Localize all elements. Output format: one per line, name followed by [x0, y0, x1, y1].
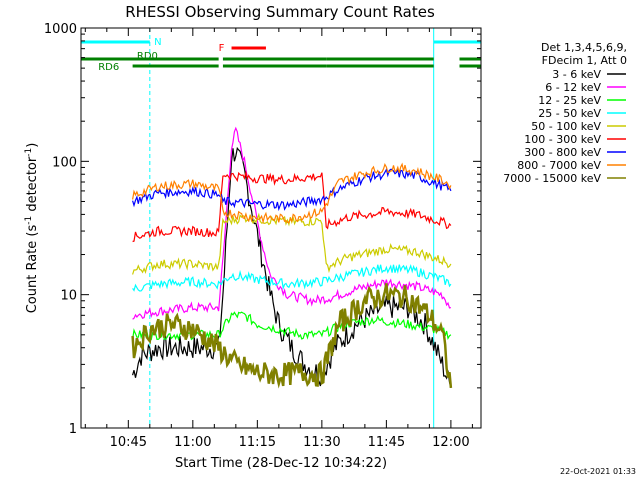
- legend-header-1: Det 1,3,4,5,6,9,: [541, 41, 627, 54]
- x-tick-label: 11:30: [303, 435, 340, 450]
- legend-label-7: 300 - 800 keV: [524, 146, 601, 159]
- y-tick-label: 10: [60, 289, 77, 304]
- y-tick-label: 100: [52, 155, 77, 170]
- plot-frame: [80, 27, 482, 429]
- legend-label-4: 25 - 50 keV: [538, 107, 601, 120]
- series-line-2: [132, 126, 452, 320]
- series-group: [131, 126, 453, 389]
- plot-area: [80, 28, 482, 428]
- y-axis: 1 10 100 1000: [44, 22, 481, 437]
- flag-f-label: F: [219, 43, 225, 54]
- series-line-1: [132, 146, 452, 389]
- legend-label-9: 7000 - 15000 keV: [503, 172, 601, 185]
- series-line-7: [132, 167, 452, 212]
- x-tick-label: 10:45: [110, 435, 147, 450]
- instrument-flags: N F RD0 RD6: [81, 37, 481, 73]
- y-tick-label: 1: [69, 422, 77, 437]
- chart-title: RHESSI Observing Summary Count Rates: [125, 3, 435, 21]
- y-tick-label: 1000: [44, 22, 77, 37]
- x-tick-label: 12:00: [432, 435, 469, 450]
- series-line-4: [132, 264, 452, 292]
- legend-label-1: 3 - 6 keV: [552, 68, 601, 81]
- flag-rd0-label: RD0: [137, 51, 158, 62]
- x-tick-label: 11:45: [368, 435, 405, 450]
- legend-label-3: 12 - 25 keV: [538, 94, 601, 107]
- x-axis: 10:45 11:00 11:15 11:30 11:45 12:00: [84, 28, 473, 450]
- legend-label-2: 6 - 12 keV: [545, 81, 601, 94]
- x-tick-label: 11:00: [174, 435, 211, 450]
- series-line-5: [132, 212, 452, 275]
- footer-timestamp: 22-Oct-2021 01:33: [560, 467, 636, 476]
- legend: Det 1,3,4,5,6,9, FDecim 1, Att 0 3 - 6 k…: [503, 41, 627, 185]
- legend-label-5: 50 - 100 keV: [531, 120, 601, 133]
- flag-n-label: N: [154, 37, 161, 48]
- x-tick-label: 11:15: [239, 435, 276, 450]
- y-axis-label: Count Rate (s-1 detector-1): [24, 143, 40, 314]
- legend-label-6: 100 - 300 keV: [524, 133, 601, 146]
- flag-rd6-label: RD6: [98, 62, 119, 73]
- legend-label-8: 800 - 7000 keV: [517, 159, 601, 172]
- legend-header-2: FDecim 1, Att 0: [542, 54, 627, 67]
- series-line-9: [131, 283, 453, 389]
- series-line-8: [132, 162, 452, 225]
- x-axis-label: Start Time (28-Dec-12 10:34:22): [175, 456, 387, 471]
- series-line-6: [132, 170, 452, 243]
